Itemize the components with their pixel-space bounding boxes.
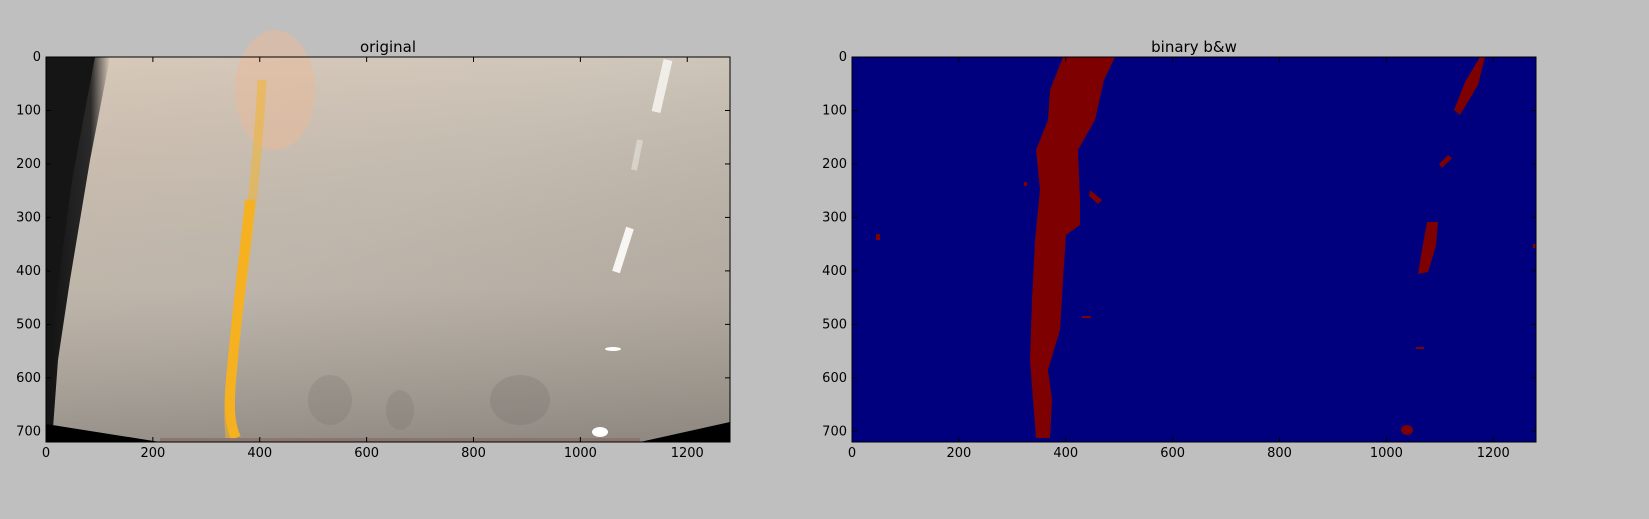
binary-image <box>852 57 1536 442</box>
x-tick-label: 800 <box>1267 446 1292 461</box>
x-tick-label: 800 <box>461 446 486 461</box>
x-tick-label: 200 <box>140 446 165 461</box>
x-tick-label: 0 <box>42 446 50 461</box>
x-tick-label: 1000 <box>1370 446 1403 461</box>
y-tick-label: 0 <box>33 50 41 65</box>
x-tick-label: 0 <box>848 446 856 461</box>
plot-frame-original <box>45 56 731 443</box>
x-tick-label: 1200 <box>671 446 704 461</box>
plot-frame-binary <box>851 56 1537 443</box>
x-tick-label: 1200 <box>1477 446 1510 461</box>
axis-ticks-original: 0 200 400 600 800 1000 1200 0 100 200 300 400 500 600… <box>16 50 730 461</box>
x-tick-label: 600 <box>354 446 379 461</box>
y-tick-label: 100 <box>822 103 847 118</box>
chart-title-original: original <box>360 38 416 56</box>
y-tick-label: 300 <box>822 210 847 225</box>
x-tick-label: 1000 <box>564 446 597 461</box>
x-tick-label: 400 <box>1053 446 1078 461</box>
original-image <box>46 30 730 442</box>
y-tick-label: 500 <box>16 317 41 332</box>
y-tick-label: 600 <box>822 371 847 386</box>
y-tick-label: 200 <box>822 157 847 172</box>
y-tick-label: 700 <box>16 424 41 439</box>
y-tick-label: 500 <box>822 317 847 332</box>
y-tick-label: 0 <box>839 50 847 65</box>
y-tick-label: 400 <box>16 264 41 279</box>
y-tick-label: 700 <box>822 424 847 439</box>
axis-ticks-binary: 0 200 400 600 800 1000 1200 0 100 200 300 400 500 600… <box>822 50 1536 461</box>
y-tick-label: 300 <box>16 210 41 225</box>
binary-panel: binary b&w 0 200 400 600 800 1000 1200 0 100 200 3… <box>822 38 1537 461</box>
y-tick-label: 200 <box>16 157 41 172</box>
x-tick-label: 400 <box>247 446 272 461</box>
y-tick-label: 400 <box>822 264 847 279</box>
chart-title-binary: binary b&w <box>1151 38 1237 56</box>
y-tick-label: 600 <box>16 371 41 386</box>
x-tick-label: 200 <box>946 446 971 461</box>
y-tick-label: 100 <box>16 103 41 118</box>
x-tick-label: 600 <box>1160 446 1185 461</box>
